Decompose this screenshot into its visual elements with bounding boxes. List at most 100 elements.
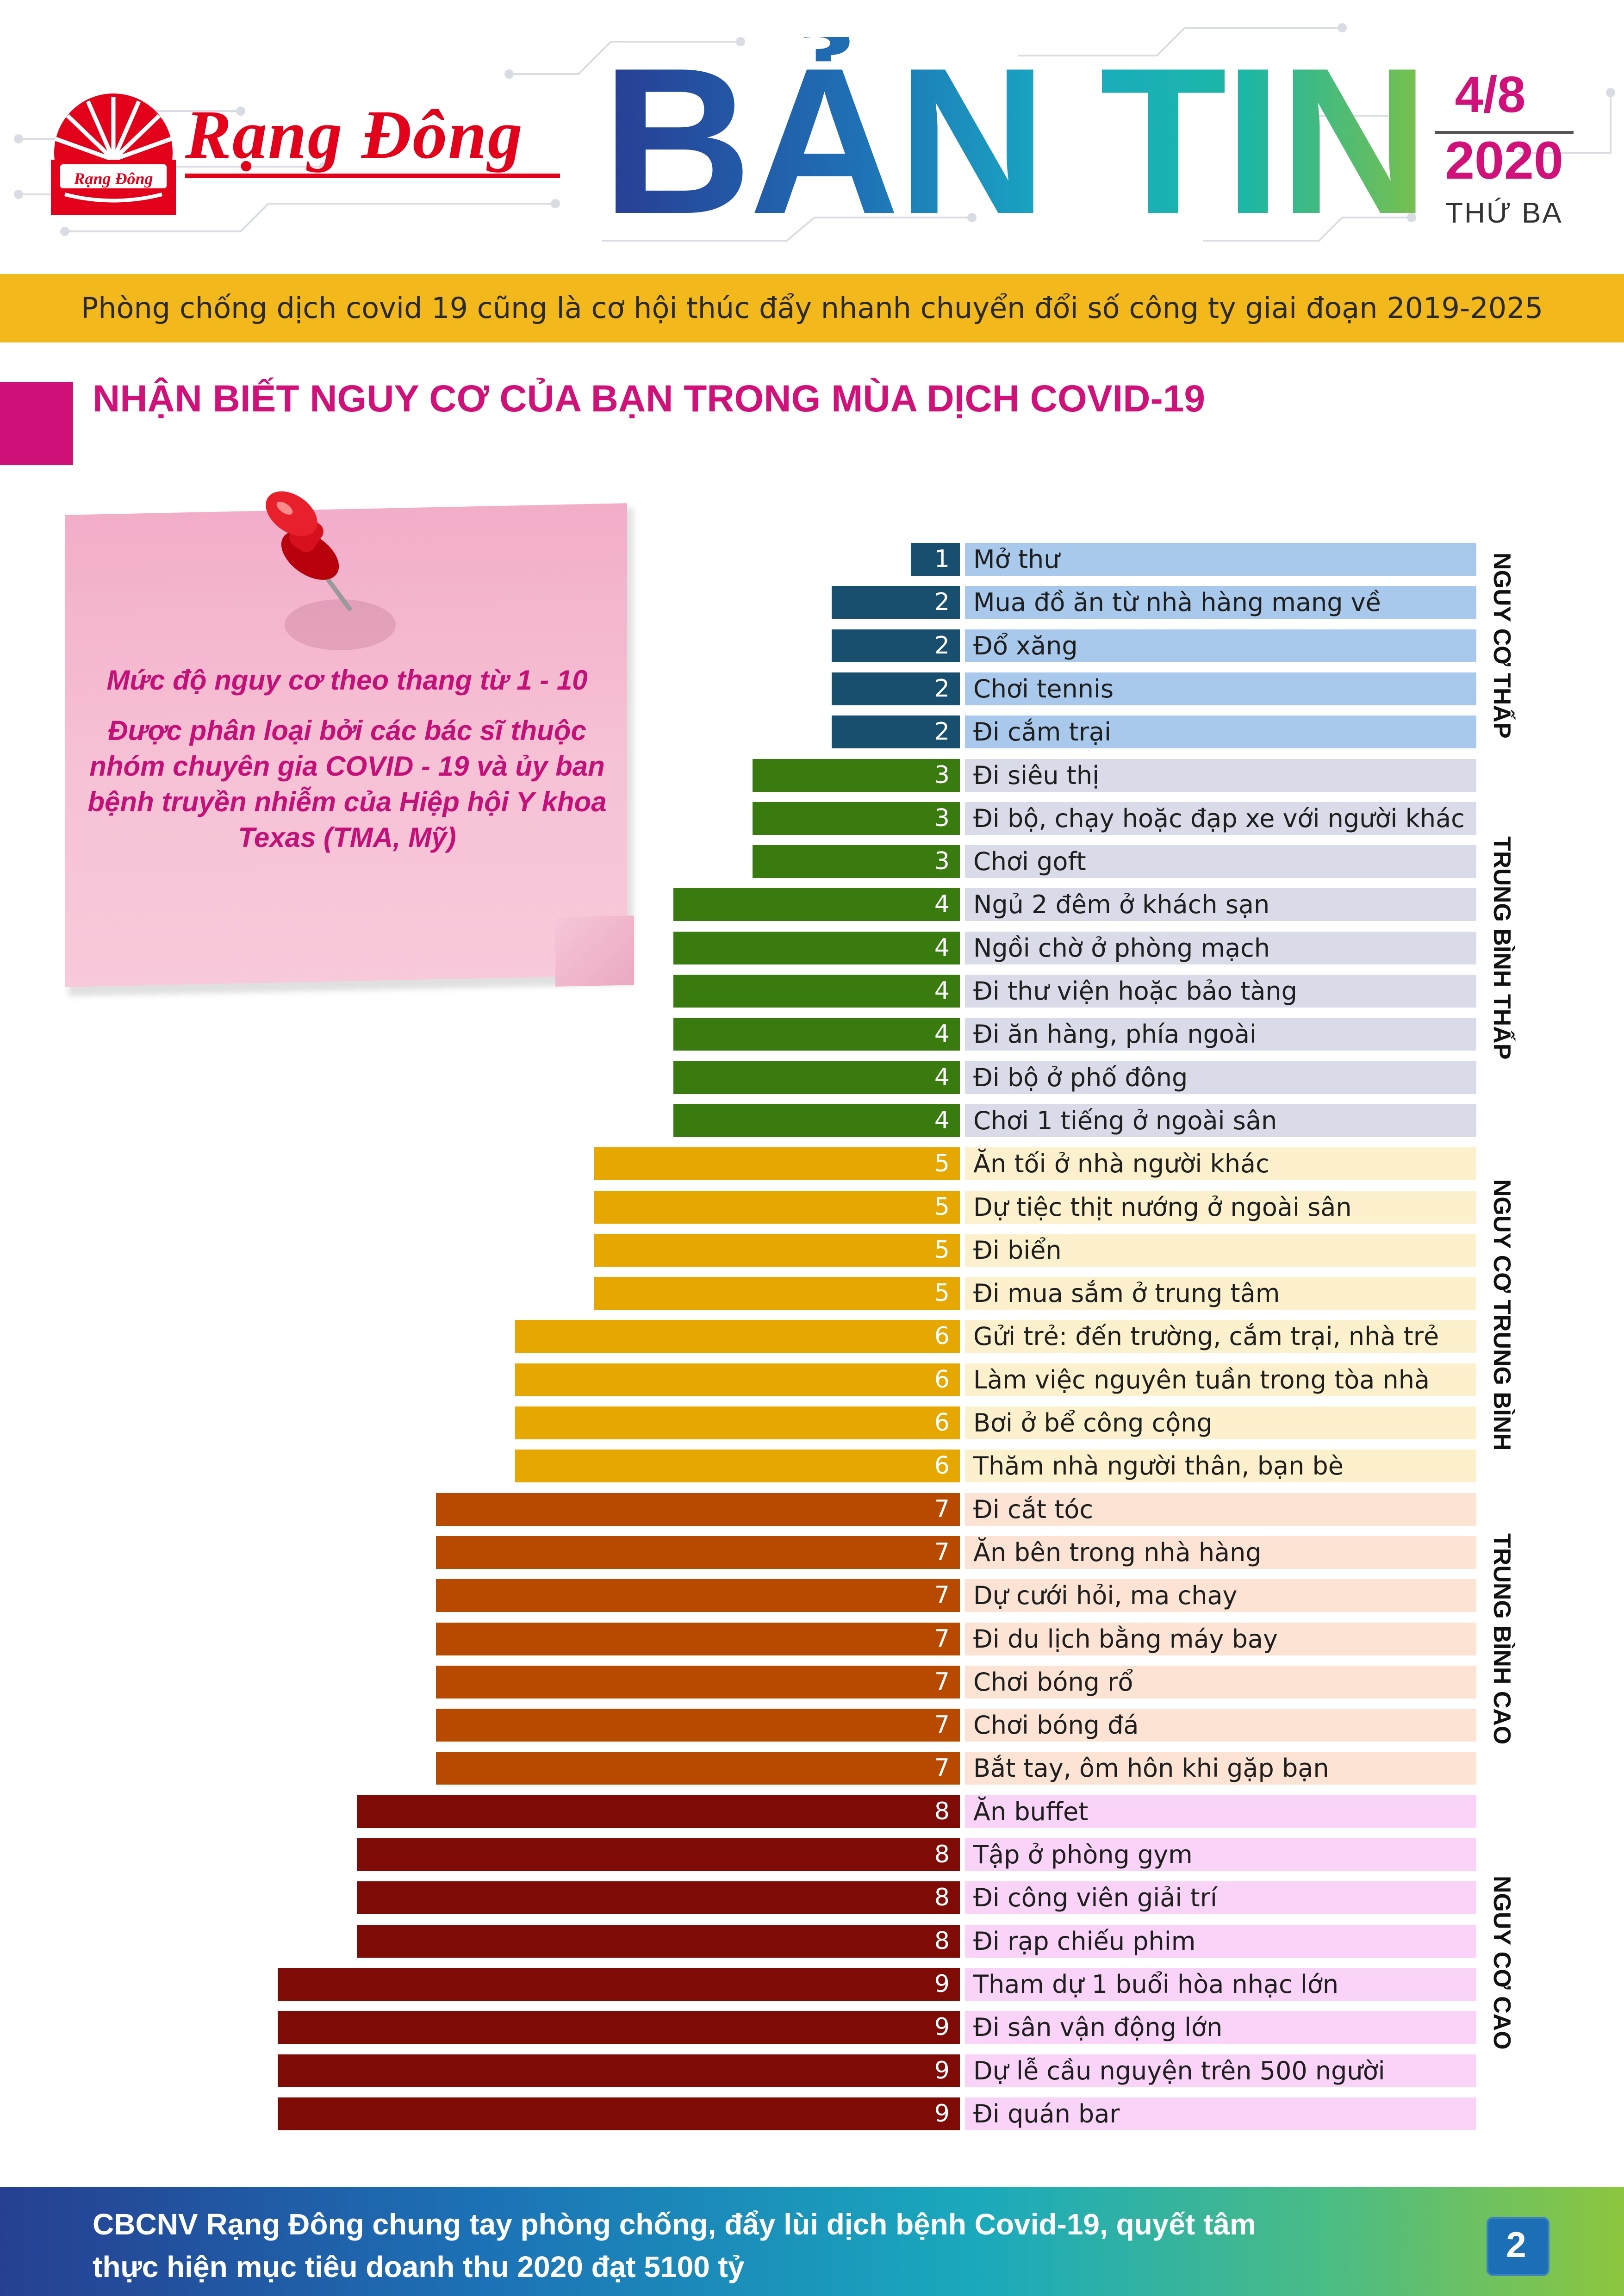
row-background [965, 2011, 1476, 2044]
row-background [965, 1147, 1476, 1180]
activity-label: Ăn bên trong nhà hàng [973, 1538, 1262, 1567]
activity-label: Ăn tối ở nhà người khác [973, 1149, 1269, 1178]
row-background [965, 2097, 1476, 2130]
risk-bar: 9 [278, 2054, 960, 2087]
row-background [965, 1061, 1476, 1094]
activity-label: Tập ở phòng gym [973, 1840, 1193, 1869]
activity-label: Đi biển [973, 1236, 1062, 1265]
risk-bar: 4 [673, 1061, 960, 1094]
risk-bar: 2 [832, 716, 960, 748]
activity-label: Đi siêu thị [973, 761, 1100, 790]
risk-value-label: 6 [934, 1452, 950, 1480]
section-title: NHẬN BIẾT NGUY CƠ CỦA BẠN TRONG MÙA DỊCH… [93, 378, 1205, 420]
risk-value-label: 4 [934, 1107, 950, 1134]
risk-value-label: 7 [934, 1711, 950, 1739]
risk-bar: 3 [753, 759, 960, 792]
activity-label: Đi cắt tóc [973, 1495, 1094, 1524]
row-background [965, 975, 1476, 1008]
note-scale-text: Mức độ nguy cơ theo thang từ 1 - 10 [106, 665, 588, 696]
activity-label: Thăm nhà người thân, bạn bè [973, 1451, 1344, 1481]
activity-label: Ngủ 2 đêm ở khách sạn [973, 890, 1270, 919]
footer-band [0, 2187, 1624, 2296]
risk-bar: 9 [278, 2097, 960, 2130]
row-background [965, 1104, 1476, 1137]
activity-label: Tham dự 1 buổi hòa nhạc lớn [973, 1970, 1339, 1999]
risk-value-label: 7 [934, 1495, 950, 1523]
risk-bar: 6 [515, 1363, 960, 1396]
row-background [965, 759, 1476, 792]
risk-bar: 2 [832, 586, 960, 619]
risk-bar: 5 [594, 1147, 960, 1180]
risk-value-label: 7 [934, 1581, 950, 1609]
risk-category-label: TRUNG BÌNH THẤP [1488, 836, 1515, 1060]
risk-value-label: 9 [934, 2100, 950, 2128]
activity-label: Chơi bóng rổ [973, 1668, 1133, 1697]
activity-label: Đi rạp chiếu phim [973, 1927, 1196, 1956]
issue-date-year: 2020 [1445, 131, 1563, 190]
risk-bar: 7 [436, 1623, 960, 1655]
row-background [965, 716, 1476, 748]
activity-label: Đi công viên giải trí [973, 1883, 1217, 1912]
row-background [965, 1493, 1476, 1526]
row-background [965, 1191, 1476, 1224]
risk-bar: 8 [357, 1795, 960, 1828]
risk-value-label: 4 [934, 1064, 950, 1091]
risk-bar: 5 [594, 1191, 960, 1224]
activity-label: Đi quán bar [973, 2099, 1120, 2128]
row-background [965, 1363, 1476, 1396]
activity-label: Ngồi chờ ở phòng mạch [973, 933, 1270, 963]
risk-bar: 7 [436, 1493, 960, 1526]
headline-banner: Phòng chống dịch covid 19 cũng là cơ hội… [0, 274, 1624, 342]
activity-label: Đi sân vận động lớn [973, 2013, 1223, 2042]
risk-bar: 4 [673, 932, 960, 964]
row-background [965, 1881, 1476, 1914]
risk-bar: 5 [594, 1234, 960, 1267]
footer-line-2: thực hiện mục tiêu doanh thu 2020 đạt 51… [93, 2250, 745, 2284]
risk-value-label: 4 [934, 934, 950, 962]
risk-value-label: 6 [934, 1366, 950, 1394]
risk-value-label: 9 [934, 2013, 950, 2041]
row-background [965, 845, 1476, 878]
date-divider [1435, 131, 1574, 134]
circuit-background [14, 23, 1615, 242]
risk-value-label: 3 [934, 804, 950, 832]
risk-value-label: 8 [934, 1927, 950, 1955]
risk-bar: 1 [911, 543, 960, 576]
row-background [965, 1752, 1476, 1785]
row-background [965, 1795, 1476, 1828]
risk-value-label: 5 [934, 1150, 950, 1177]
issue-date-day: 4/8 [1455, 66, 1526, 123]
risk-value-label: 8 [934, 1798, 950, 1825]
risk-value-label: 4 [934, 1020, 950, 1048]
risk-bar: 8 [357, 1838, 960, 1871]
activity-label: Đi du lịch bằng máy bay [973, 1624, 1278, 1654]
risk-category-label: TRUNG BÌNH CAO [1488, 1533, 1515, 1745]
activity-label: Đi cắm trại [973, 717, 1112, 747]
row-background [965, 672, 1476, 705]
risk-value-label: 3 [934, 761, 950, 789]
risk-bar: 6 [515, 1450, 960, 1482]
row-background [965, 932, 1476, 964]
risk-value-label: 8 [934, 1884, 950, 1911]
activity-label: Đi ăn hàng, phía ngoài [973, 1020, 1257, 1049]
activity-label: Đi bộ, chạy hoặc đạp xe với người khác [973, 804, 1465, 833]
risk-bar: 3 [753, 845, 960, 878]
page-number-badge [1487, 2217, 1549, 2276]
row-background [965, 1277, 1476, 1310]
risk-value-label: 6 [934, 1409, 950, 1437]
activity-label: Đổ xăng [973, 631, 1078, 660]
risk-value-label: 8 [934, 1841, 950, 1868]
row-background [965, 802, 1476, 835]
row-background [965, 1018, 1476, 1051]
row-background [965, 2054, 1476, 2087]
risk-bar: 4 [673, 975, 960, 1008]
risk-value-label: 1 [934, 545, 950, 573]
activity-label: Đi thư viện hoặc bảo tàng [973, 977, 1297, 1006]
activity-label: Chơi bóng đá [973, 1711, 1139, 1740]
risk-bar: 8 [357, 1881, 960, 1914]
activity-label: Mở thư [973, 545, 1060, 574]
risk-value-label: 6 [934, 1322, 950, 1350]
risk-value-label: 2 [934, 675, 950, 703]
risk-bar: 7 [436, 1752, 960, 1785]
row-background [965, 1450, 1476, 1482]
